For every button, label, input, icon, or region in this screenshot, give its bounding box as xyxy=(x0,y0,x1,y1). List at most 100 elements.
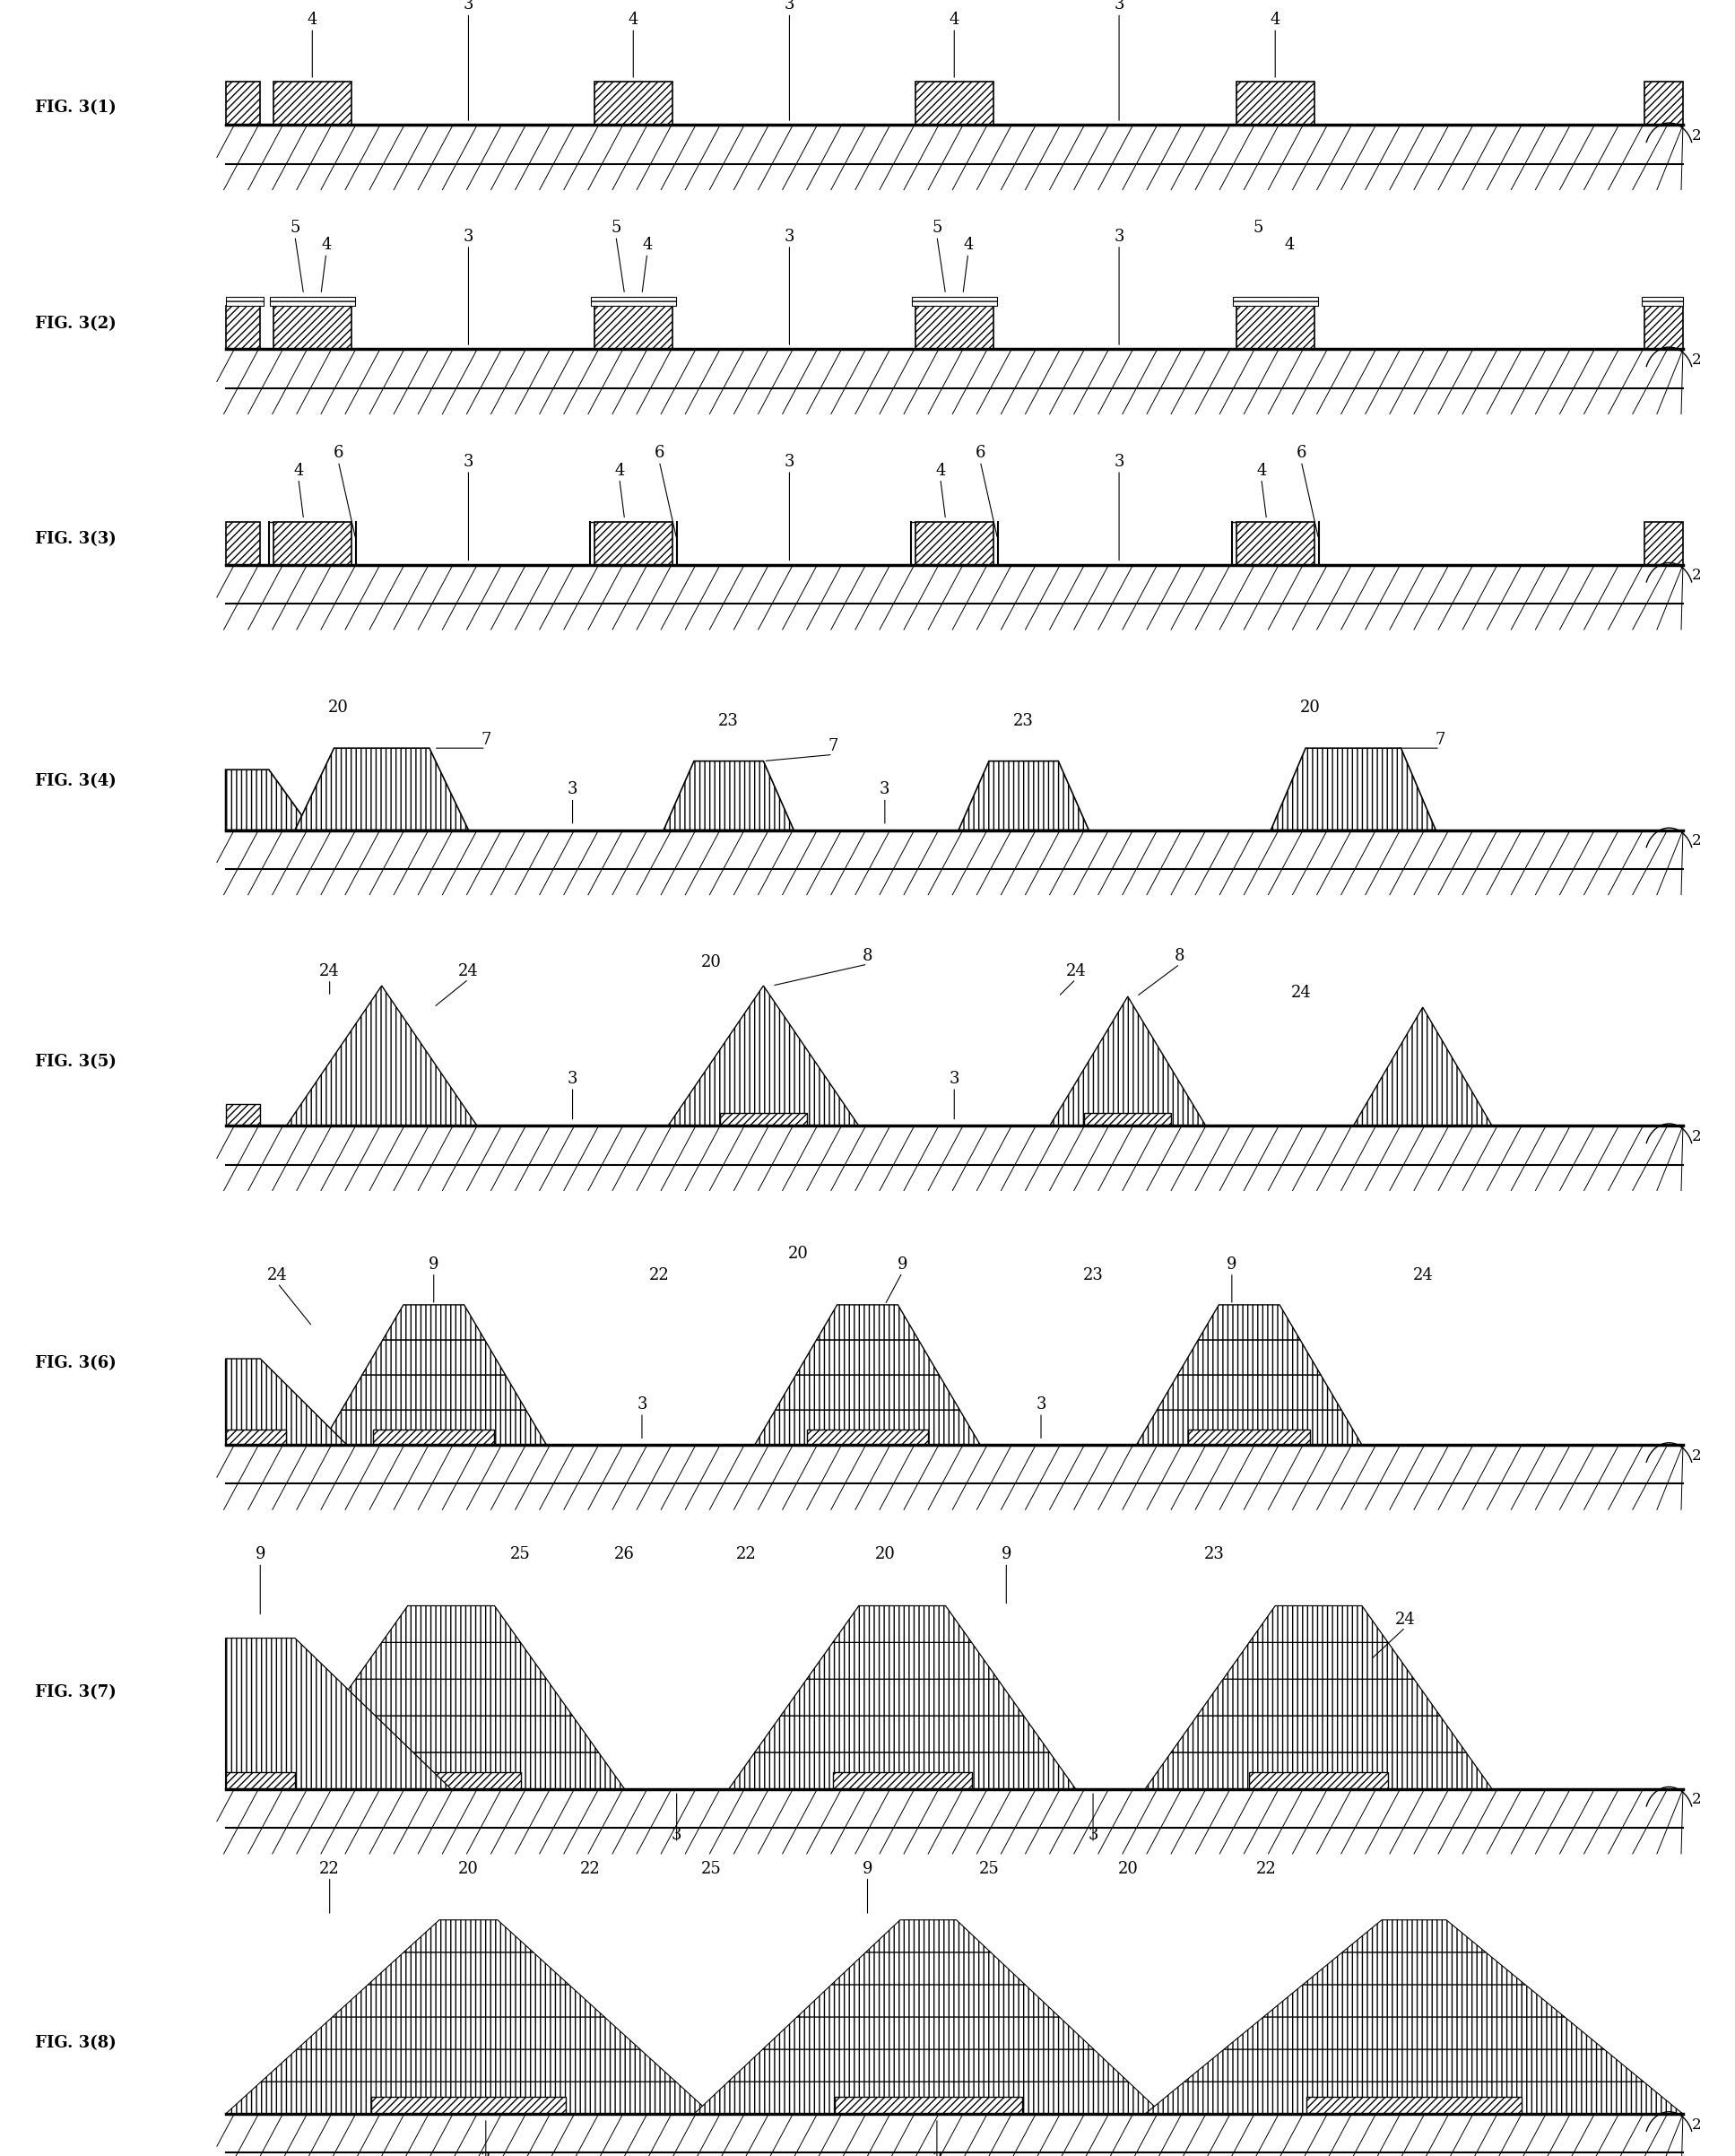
Text: FIG. 3(4): FIG. 3(4) xyxy=(35,774,116,789)
Text: 2: 2 xyxy=(1692,2117,1700,2132)
Text: 2: 2 xyxy=(1692,832,1700,849)
Text: 9: 9 xyxy=(897,1257,907,1272)
Text: 2: 2 xyxy=(1692,127,1700,144)
Bar xyxy=(720,1112,807,1125)
Text: 6: 6 xyxy=(975,446,985,461)
Text: 24: 24 xyxy=(1395,1611,1416,1628)
Text: 24: 24 xyxy=(1065,964,1086,979)
Text: 6: 6 xyxy=(654,446,665,461)
Bar xyxy=(1249,1772,1388,1789)
Text: 23: 23 xyxy=(1013,714,1034,729)
Polygon shape xyxy=(297,2018,640,2048)
Bar xyxy=(593,522,673,565)
Polygon shape xyxy=(304,1716,599,1753)
Text: 4: 4 xyxy=(628,13,638,28)
Bar xyxy=(1188,1429,1310,1445)
Text: 3: 3 xyxy=(481,2152,491,2156)
Polygon shape xyxy=(729,2048,1128,2083)
Polygon shape xyxy=(333,1984,604,2018)
Text: 25: 25 xyxy=(701,1861,722,1876)
Text: 5: 5 xyxy=(1253,220,1263,237)
Text: FIG. 3(6): FIG. 3(6) xyxy=(35,1356,116,1371)
Polygon shape xyxy=(363,1339,505,1376)
Polygon shape xyxy=(342,1376,526,1410)
Polygon shape xyxy=(1050,996,1206,1125)
Polygon shape xyxy=(1157,1376,1341,1410)
Bar xyxy=(226,1429,286,1445)
Text: 3: 3 xyxy=(932,2152,942,2156)
Text: 4: 4 xyxy=(1270,13,1280,28)
Text: FIG. 3(8): FIG. 3(8) xyxy=(35,2035,116,2050)
Bar xyxy=(807,1429,928,1445)
Text: FIG. 3(7): FIG. 3(7) xyxy=(35,1684,116,1701)
Polygon shape xyxy=(807,1643,998,1680)
Polygon shape xyxy=(796,1984,1060,2018)
Polygon shape xyxy=(1171,1716,1466,1753)
Text: 22: 22 xyxy=(736,1546,756,1563)
Text: 22: 22 xyxy=(579,1861,600,1876)
Bar xyxy=(1645,82,1683,125)
Bar xyxy=(593,306,673,349)
Polygon shape xyxy=(1145,2083,1683,2113)
Text: FIG. 3(3): FIG. 3(3) xyxy=(35,530,116,548)
Polygon shape xyxy=(755,1410,980,1445)
Text: 5: 5 xyxy=(932,220,942,237)
Polygon shape xyxy=(1303,1953,1525,1984)
Text: 9: 9 xyxy=(862,1861,873,1876)
Polygon shape xyxy=(1270,748,1437,830)
Text: 7: 7 xyxy=(1435,733,1445,748)
Polygon shape xyxy=(663,761,793,830)
Bar xyxy=(916,82,992,125)
Bar xyxy=(590,295,675,306)
Text: 6: 6 xyxy=(333,446,344,461)
Polygon shape xyxy=(1249,1606,1388,1643)
Text: 4: 4 xyxy=(614,464,625,479)
Text: 3: 3 xyxy=(567,1072,578,1087)
Text: 3: 3 xyxy=(637,1397,647,1412)
Polygon shape xyxy=(262,2048,675,2083)
Polygon shape xyxy=(958,761,1090,830)
Polygon shape xyxy=(1223,1643,1414,1680)
Bar xyxy=(1306,2096,1522,2113)
Bar xyxy=(1641,295,1683,306)
Text: 20: 20 xyxy=(788,1246,809,1261)
Polygon shape xyxy=(817,1304,918,1339)
Polygon shape xyxy=(226,1358,347,1445)
Bar xyxy=(226,1104,260,1125)
Bar xyxy=(1235,522,1315,565)
Text: 3: 3 xyxy=(463,229,474,244)
Polygon shape xyxy=(694,2083,1162,2113)
Text: 4: 4 xyxy=(1284,237,1294,254)
Polygon shape xyxy=(278,1753,625,1789)
Text: 3: 3 xyxy=(784,229,795,244)
Polygon shape xyxy=(668,985,859,1125)
Polygon shape xyxy=(330,1680,573,1716)
Text: 22: 22 xyxy=(1256,1861,1277,1876)
Text: 5: 5 xyxy=(611,220,621,237)
Polygon shape xyxy=(226,770,312,830)
Polygon shape xyxy=(1145,1753,1492,1789)
Bar xyxy=(274,306,350,349)
Polygon shape xyxy=(755,1716,1050,1753)
Bar xyxy=(1645,522,1683,565)
Text: 24: 24 xyxy=(267,1268,288,1283)
Text: 24: 24 xyxy=(319,964,340,979)
Polygon shape xyxy=(1343,1919,1485,1953)
Text: 23: 23 xyxy=(1083,1268,1103,1283)
Bar xyxy=(226,306,260,349)
Bar xyxy=(1645,306,1683,349)
Text: 6: 6 xyxy=(1296,446,1306,461)
Text: 20: 20 xyxy=(328,701,349,716)
Polygon shape xyxy=(295,748,468,830)
Bar xyxy=(916,522,992,565)
Text: 24: 24 xyxy=(1412,1268,1433,1283)
Text: 23: 23 xyxy=(1204,1546,1225,1563)
Text: 8: 8 xyxy=(862,949,873,964)
Polygon shape xyxy=(226,2083,711,2113)
Text: 20: 20 xyxy=(1300,701,1320,716)
Text: 3: 3 xyxy=(671,1826,682,1843)
Text: 9: 9 xyxy=(1227,1257,1237,1272)
Bar xyxy=(1235,82,1315,125)
Text: 3: 3 xyxy=(784,455,795,470)
Text: 3: 3 xyxy=(1036,1397,1046,1412)
